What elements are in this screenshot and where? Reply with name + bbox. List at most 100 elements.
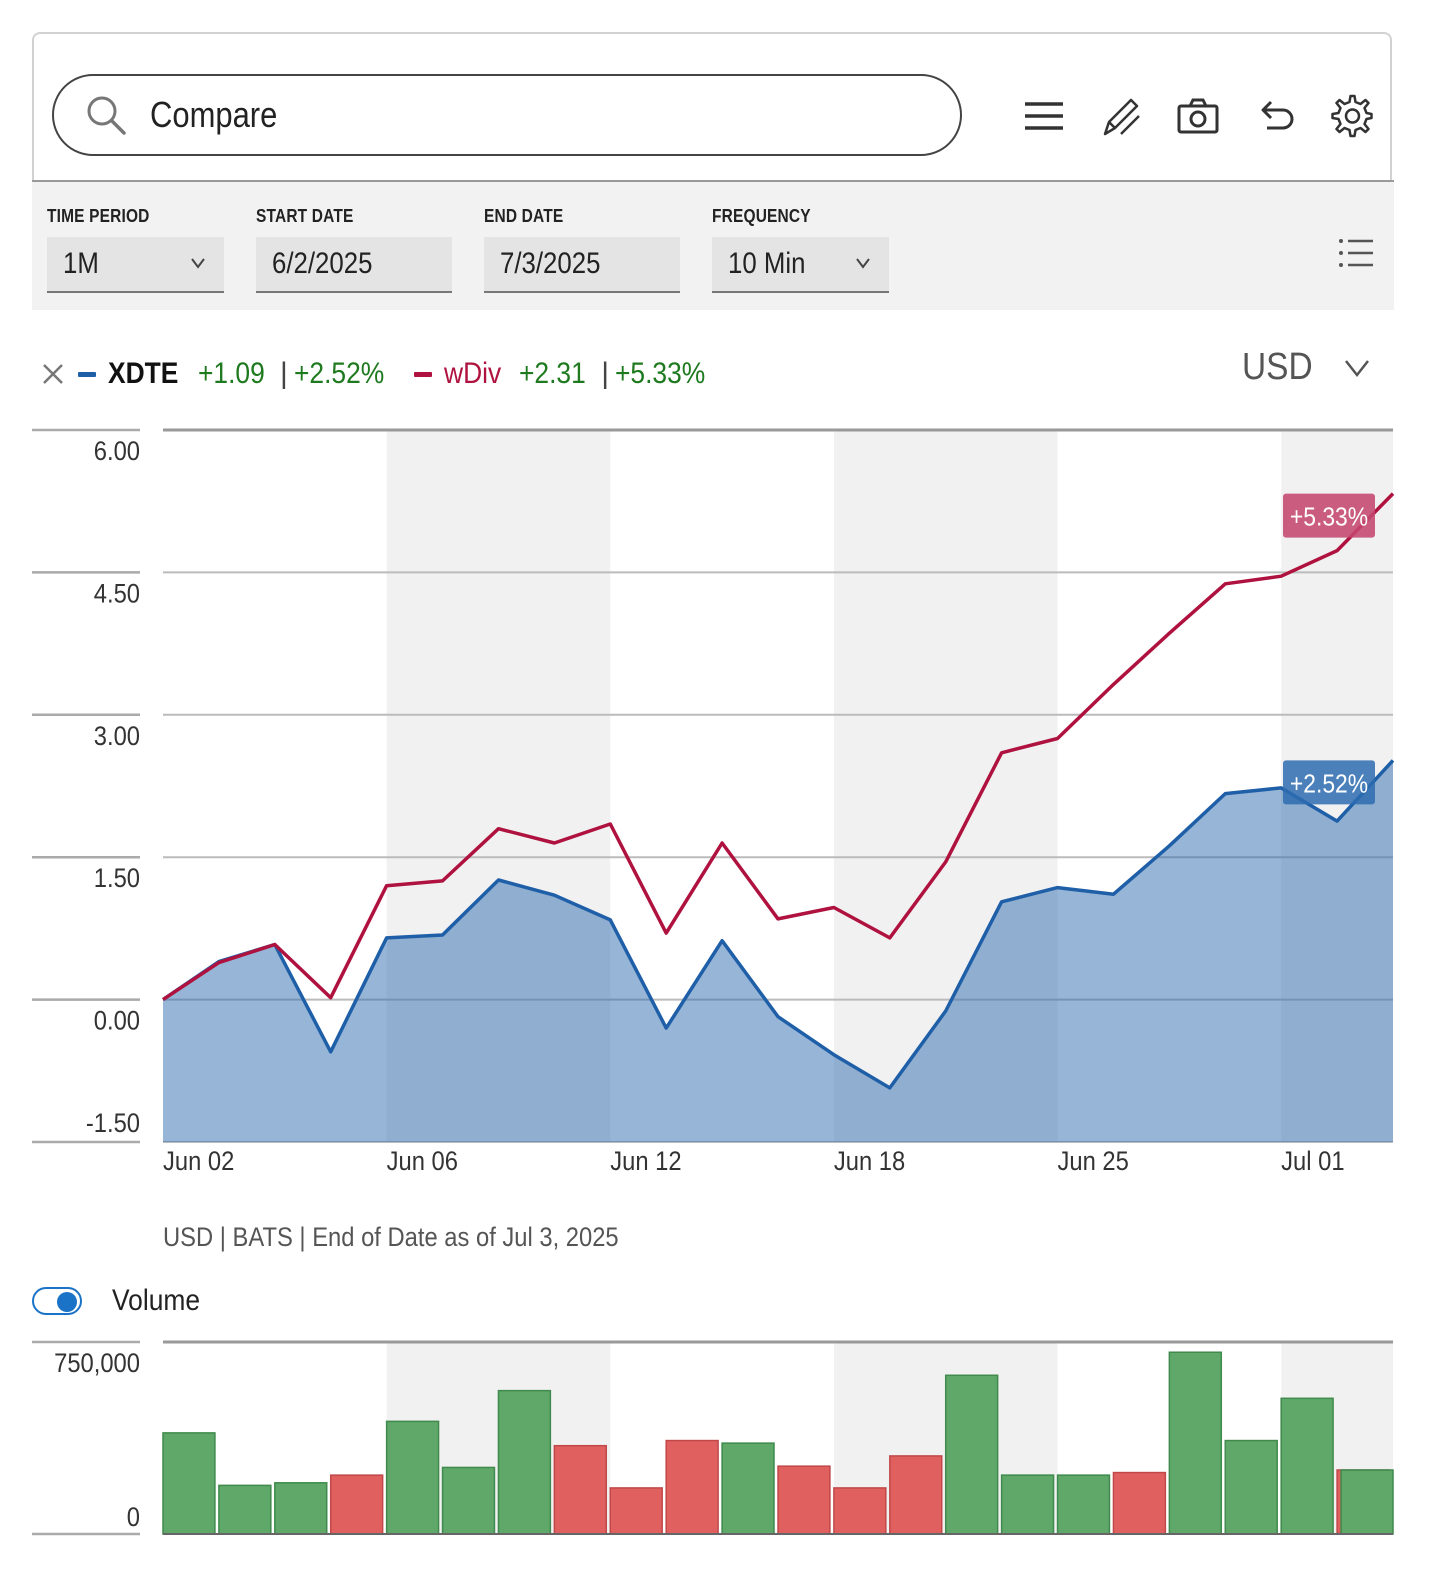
chevron-down-icon [856, 258, 870, 269]
volume-bar [889, 1455, 943, 1535]
time-period-select[interactable]: 1M [47, 237, 224, 293]
volume-bar [1168, 1351, 1223, 1535]
start-date-label: START DATE [256, 206, 354, 226]
time-period-value: 1M [63, 247, 99, 280]
xdte-area [163, 760, 1393, 1142]
x-tick-label: Jul 01 [1281, 1147, 1344, 1177]
volume-bar [1056, 1474, 1111, 1535]
volume-bar [833, 1487, 887, 1535]
volume-toggle-row: Volume [32, 1284, 212, 1318]
y-tick-label: 0 [127, 1503, 140, 1533]
settings-button[interactable] [1313, 86, 1390, 146]
frequency-select[interactable]: 10 Min [712, 237, 889, 293]
end-date-label: END DATE [484, 206, 564, 226]
wdiv-percent: +5.33% [615, 357, 706, 390]
start-date-field: START DATE 6/2/2025 [256, 206, 452, 293]
y-tick-label: 1.50 [94, 864, 140, 894]
start-date-input[interactable]: 6/2/2025 [256, 237, 452, 293]
time-period-label: TIME PERIOD [47, 206, 150, 226]
xdte-swatch [78, 371, 96, 377]
volume-bar [497, 1389, 552, 1535]
volume-bar [1340, 1469, 1394, 1535]
legend-separator: | [601, 357, 610, 390]
search-icon [87, 96, 126, 135]
search-input[interactable]: Compare [52, 74, 962, 156]
x-tick-label: Jun 02 [163, 1147, 234, 1177]
volume-chart[interactable]: 750,000 0 [0, 1320, 1450, 1596]
filter-bar: TIME PERIOD 1M START DATE 6/2/2025 END D… [32, 180, 1394, 310]
top-panel: Compare [32, 32, 1392, 180]
volume-bar [665, 1439, 719, 1535]
frequency-label: FREQUENCY [712, 206, 811, 226]
chart-footnote: USD | BATS | End of Date as of Jul 3, 20… [163, 1222, 619, 1252]
y-tick-label: 6.00 [94, 437, 140, 467]
draw-icon [1103, 98, 1140, 136]
snapshot-button[interactable] [1159, 86, 1236, 146]
menu-icon [1024, 102, 1063, 130]
volume-bar [1280, 1397, 1334, 1535]
end-date-input[interactable]: 7/3/2025 [484, 237, 680, 293]
settings-icon [1330, 94, 1373, 138]
end-date-value: 7/3/2025 [500, 247, 601, 280]
volume-bar [441, 1466, 496, 1535]
end-date-field: END DATE 7/3/2025 [484, 206, 680, 293]
y-tick-label: 4.50 [94, 579, 140, 609]
frequency-field: FREQUENCY 10 Min [712, 206, 889, 293]
undo-button[interactable] [1236, 86, 1313, 146]
volume-bar [1224, 1439, 1278, 1535]
volume-bar [777, 1465, 831, 1535]
x-tick-label: Jun 12 [610, 1147, 681, 1177]
xdte-percent: +2.52% [293, 357, 385, 390]
y-tick-label: 3.00 [94, 721, 140, 751]
chevron-down-icon [191, 258, 205, 269]
xdte-end-label: +2.52% [1290, 770, 1368, 799]
xdte-end-label-bg [1283, 760, 1375, 805]
wdiv-swatch [414, 371, 433, 377]
price-comparison-chart[interactable]: 6.00 4.50 3.00 1.50 0.00 -1.50 +5.33% +2.52% Jun… [0, 400, 1450, 1200]
start-date-value: 6/2/2025 [272, 247, 373, 280]
draw-button[interactable] [1082, 86, 1159, 146]
xdte-line [162, 759, 1395, 1090]
xdte-change: +1.09 [198, 357, 265, 390]
x-tick-label: Jun 18 [834, 1147, 905, 1177]
volume-bar [1000, 1474, 1055, 1535]
close-icon[interactable] [40, 361, 66, 387]
toggle-knob [57, 1292, 77, 1312]
x-tick-label: Jun 06 [387, 1147, 458, 1177]
volume-label: Volume [112, 1284, 201, 1317]
volume-bar [274, 1482, 328, 1535]
chevron-down-icon [1345, 359, 1369, 377]
toolbar [1005, 86, 1390, 146]
time-period-field: TIME PERIOD 1M [47, 206, 224, 293]
wdiv-line [162, 492, 1395, 1002]
search-placeholder: Compare [150, 94, 278, 135]
volume-bar [721, 1442, 775, 1535]
wdiv-end-label: +5.33% [1290, 503, 1368, 532]
xdte-ticker[interactable]: XDTE [108, 357, 179, 390]
volume-bar [218, 1484, 272, 1535]
y-tick-label: 0.00 [94, 1006, 140, 1036]
currency-value: USD [1241, 346, 1313, 388]
volume-toggle[interactable] [32, 1287, 82, 1315]
currency-select[interactable]: USD [1242, 346, 1370, 389]
wdiv-end-label-bg [1283, 493, 1375, 538]
volume-bar [162, 1432, 216, 1535]
y-tick-label: -1.50 [86, 1109, 140, 1139]
volume-bar [609, 1487, 663, 1535]
legend-separator: | [279, 357, 288, 390]
comparison-legend: XDTE +1.09 | +2.52% wDiv +2.31 | +5.33% [40, 350, 718, 398]
camera-icon [1177, 98, 1218, 134]
y-tick-label: 750,000 [54, 1349, 140, 1379]
volume-bar [329, 1474, 384, 1535]
list-view-icon[interactable] [1338, 236, 1374, 270]
wdiv-ticker[interactable]: wDiv [444, 357, 502, 390]
volume-bar [385, 1420, 440, 1535]
volume-bar [944, 1374, 999, 1535]
x-tick-label: Jun 25 [1058, 1147, 1129, 1177]
frequency-value: 10 Min [728, 247, 806, 280]
wdiv-change: +2.31 [519, 357, 587, 390]
menu-button[interactable] [1005, 86, 1082, 146]
undo-icon [1261, 100, 1293, 130]
volume-bar [553, 1444, 608, 1535]
volume-bar [1112, 1471, 1167, 1535]
